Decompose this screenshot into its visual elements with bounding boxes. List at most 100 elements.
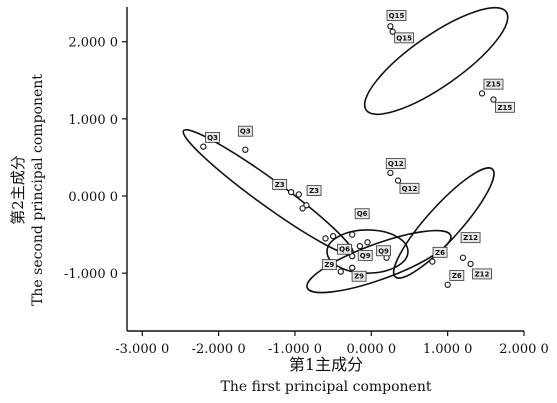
cluster-ellipse	[326, 229, 409, 274]
data-point	[329, 232, 337, 240]
y-axis-label-en: The second principal component	[30, 74, 46, 306]
point-label: Z15	[483, 78, 504, 90]
point-label: Z12	[460, 232, 481, 244]
data-point	[387, 23, 394, 30]
data-point	[349, 253, 356, 260]
y-tick-label: 0.000 0	[68, 190, 118, 205]
point-label-box	[385, 158, 406, 170]
data-point	[394, 177, 402, 184]
data-point	[299, 205, 306, 212]
point-label: Z9	[321, 259, 337, 271]
y-tick-label: 2.000 0	[68, 36, 118, 51]
point-label-text: Q15	[396, 34, 412, 42]
y-tick-label: -1.000 0	[64, 267, 118, 282]
point-label-box	[357, 249, 373, 261]
point-label-box	[394, 32, 415, 44]
point-label: Q9	[357, 249, 373, 261]
data-point	[356, 242, 364, 250]
data-point	[444, 281, 451, 288]
point-label-text: Z15	[497, 104, 512, 112]
point-label-text: Z9	[354, 273, 364, 281]
point-label-text: Q6	[357, 210, 368, 218]
data-point	[349, 231, 356, 238]
point-label-text: Q3	[240, 128, 251, 136]
point-label-box	[306, 185, 322, 197]
x-tick-label: -1.000 0	[268, 342, 322, 357]
x-tick-label: -2.000 0	[192, 342, 246, 357]
point-label-box	[449, 270, 465, 281]
point-label: Z6	[449, 270, 465, 281]
point-label: Q6	[337, 243, 352, 255]
cluster-ellipse	[363, 6, 509, 116]
axes	[126, 7, 524, 332]
point-label: Q12	[385, 158, 406, 170]
point-label: Z6	[432, 246, 448, 258]
point-label-text: Q3	[207, 134, 218, 142]
point-label-box	[376, 245, 391, 257]
data-point	[467, 260, 474, 268]
data-point	[349, 264, 356, 271]
point-label-text: Q12	[388, 160, 404, 168]
point-label-box	[351, 270, 367, 282]
point-label-text: Z6	[452, 272, 462, 280]
point-label-text: Z3	[309, 187, 319, 195]
point-label-text: Z3	[275, 181, 285, 189]
point-label-box	[495, 101, 515, 113]
data-point	[287, 188, 295, 196]
y-axis-label-cn: 第2主成分	[9, 155, 27, 225]
point-label-box	[354, 208, 370, 220]
cluster-ellipse	[182, 128, 355, 256]
point-label-box	[386, 10, 407, 21]
point-label-text: Z6	[435, 249, 445, 257]
point-label-box	[399, 182, 420, 194]
point-label: Q6	[354, 208, 370, 220]
point-label: Q15	[386, 10, 407, 21]
data-point	[322, 235, 329, 242]
data-point	[337, 268, 344, 275]
y-tick-label: 1.000 0	[68, 113, 118, 128]
point-label-text: Q15	[389, 12, 405, 20]
point-label-box	[432, 246, 448, 258]
point-label-text: Z15	[486, 81, 501, 89]
point-label-box	[205, 131, 220, 143]
axis-ticks: -3.000 0 -2.000 0 -1.000 0 0.000 0 1.000 0 2.…	[64, 36, 549, 357]
x-axis-label-cn: 第1主成分	[289, 355, 363, 374]
point-label-text: Q9	[360, 252, 371, 260]
point-label-text: Q9	[378, 247, 389, 255]
x-tick-label: 1.000 0	[423, 342, 473, 357]
point-label: Z15	[495, 101, 515, 113]
point-label: Q9	[376, 245, 391, 257]
point-label-text: Q12	[402, 185, 418, 193]
point-label-text: Z9	[324, 261, 334, 269]
point-label: Q15	[394, 32, 415, 44]
point-label-box	[472, 268, 492, 280]
data-points	[200, 23, 497, 288]
point-label: Z3	[272, 179, 288, 190]
cluster-ellipse	[306, 229, 452, 294]
data-point	[242, 146, 249, 153]
data-point	[387, 169, 394, 177]
point-label: Q3	[205, 131, 220, 143]
data-point	[459, 254, 467, 261]
data-point	[429, 258, 436, 265]
point-label-text: Q6	[339, 246, 350, 254]
point-label-box	[272, 179, 288, 190]
data-point	[364, 239, 371, 246]
cluster-ellipses	[182, 6, 509, 294]
x-tick-label: 2.000 0	[499, 342, 549, 357]
x-tick-label: -3.000 0	[115, 342, 169, 357]
point-label: Q3	[237, 125, 253, 137]
data-point	[200, 143, 207, 150]
point-label: Q12	[399, 182, 420, 194]
point-label-box	[237, 125, 253, 137]
point-label: Z12	[472, 268, 492, 280]
cluster-ellipse	[392, 167, 495, 279]
point-label-text: Z12	[475, 270, 490, 278]
point-label-box	[337, 243, 352, 255]
point-label-box	[483, 78, 504, 90]
data-point	[295, 191, 302, 198]
x-axis-label-en: The first principal component	[221, 379, 432, 395]
point-label-text: Z12	[463, 234, 478, 242]
point-label-box	[321, 259, 337, 271]
